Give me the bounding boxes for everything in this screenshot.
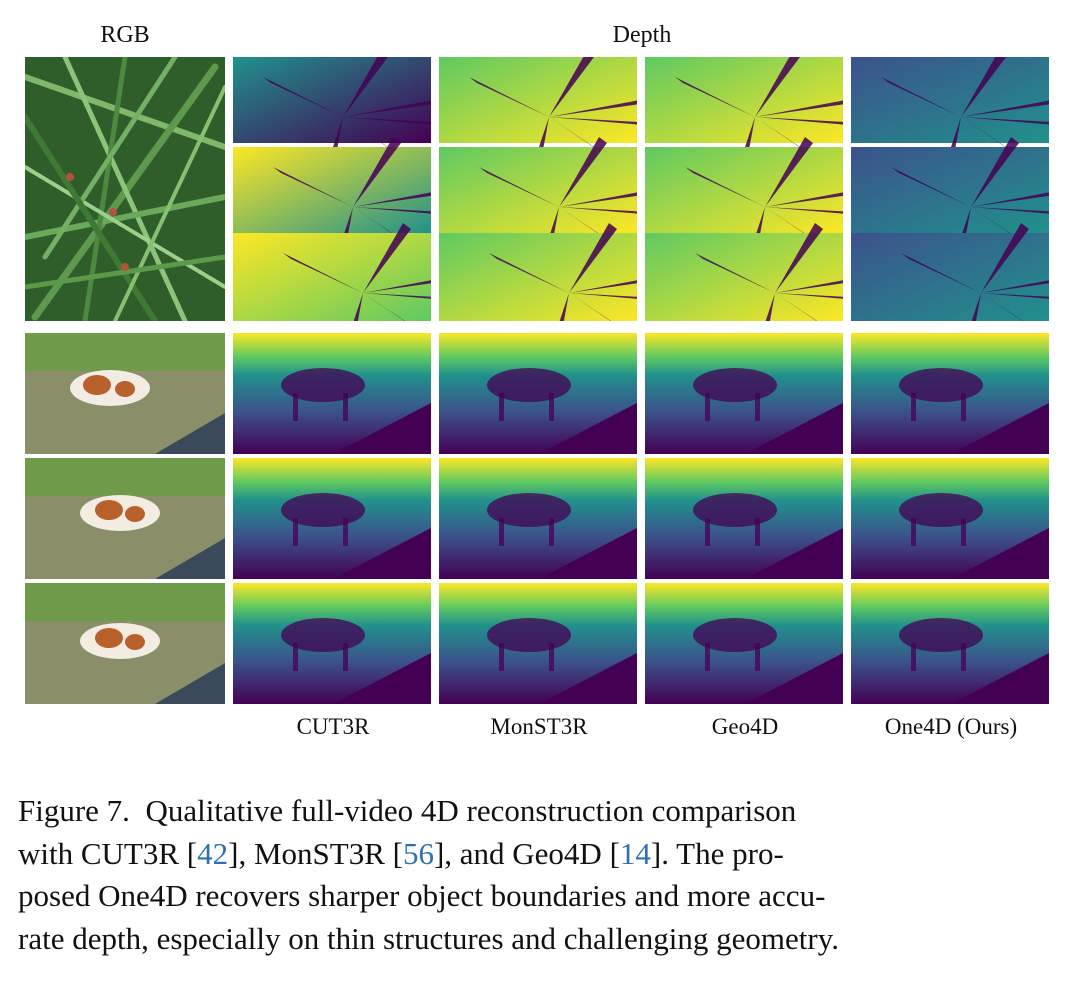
- depth-plant-one4d: [851, 57, 1049, 321]
- rgb-plant-image: [25, 57, 225, 321]
- depth-plant-monst3r: [439, 57, 637, 321]
- depth-plant-cut3r: [233, 57, 431, 321]
- reference-link-14[interactable]: 14: [619, 835, 651, 871]
- reference-link-56[interactable]: 56: [402, 835, 434, 871]
- depth-cow-geo4d: [645, 333, 843, 704]
- figure-caption: Figure 7. Qualitative full-video 4D reco…: [18, 790, 1062, 960]
- depth-cow-monst3r: [439, 333, 637, 704]
- method-label-cut3r: CUT3R: [296, 714, 370, 739]
- rgb-cow-image: [25, 333, 225, 704]
- depth-cow-cut3r: [233, 333, 431, 704]
- caption-line-4: rate depth, especially on thin structure…: [18, 920, 839, 956]
- method-label-geo4d: Geo4D: [711, 714, 779, 739]
- method-label-monst3r: MonST3R: [490, 714, 588, 739]
- caption-line-2: with CUT3R [42], MonST3R [56], and Geo4D…: [18, 835, 784, 871]
- reference-link-42[interactable]: 42: [197, 835, 229, 871]
- depth-cow-one4d: [851, 333, 1049, 704]
- caption-label: Figure 7.: [18, 793, 130, 828]
- caption-line-3: posed One4D recovers sharper object boun…: [18, 878, 826, 913]
- depth-header: Depth: [612, 22, 672, 48]
- rgb-header: RGB: [100, 22, 150, 48]
- method-label-one4d: One4D (Ours): [884, 714, 1018, 739]
- caption-line-1: Figure 7. Qualitative full-video 4D reco…: [18, 793, 797, 828]
- depth-plant-geo4d: [645, 57, 843, 321]
